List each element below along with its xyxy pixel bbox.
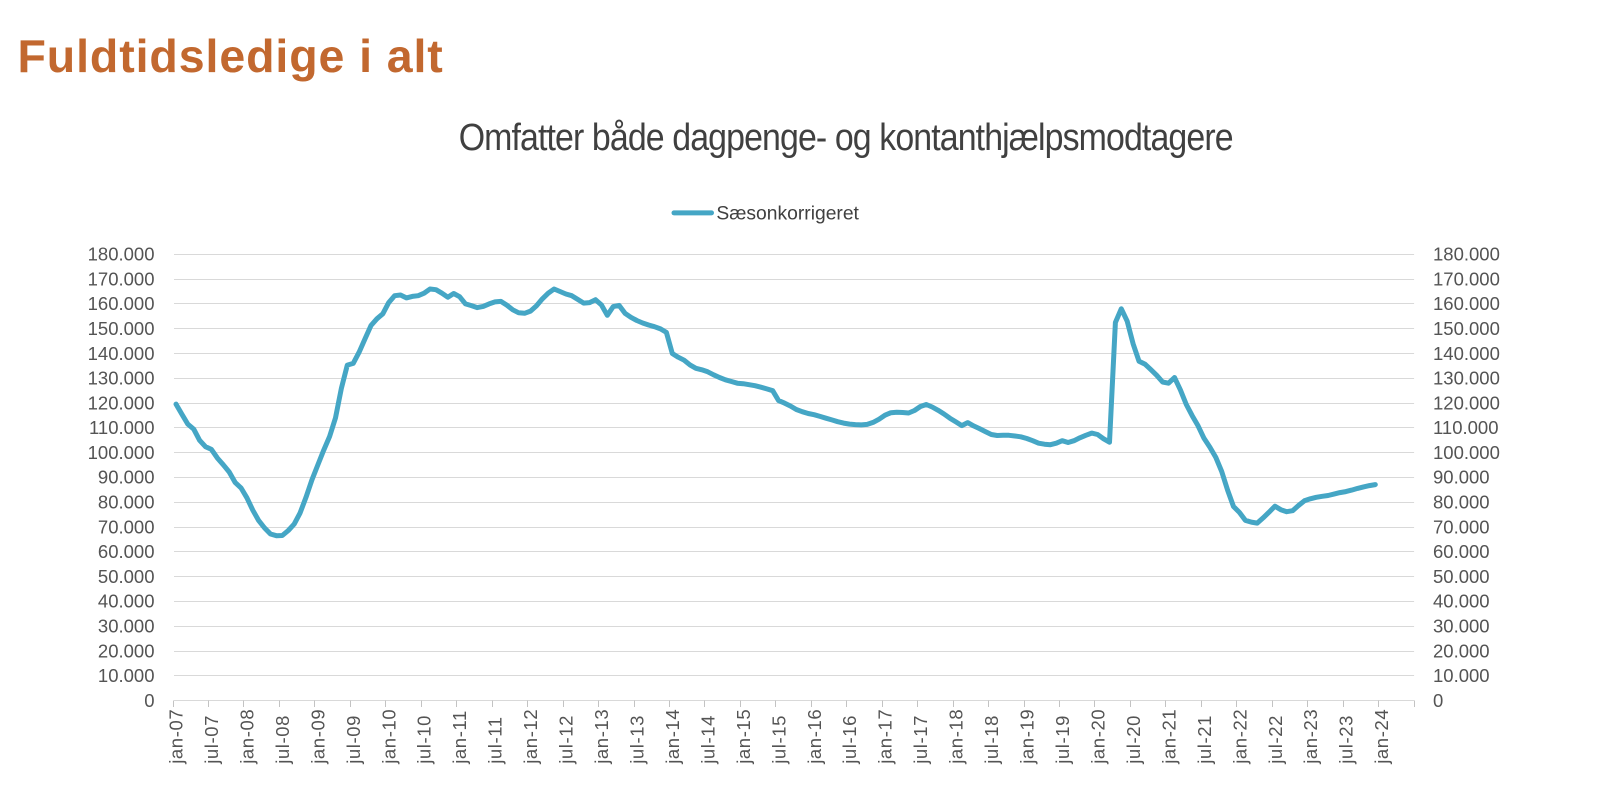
svg-text:90.000: 90.000: [98, 467, 155, 488]
svg-text:40.000: 40.000: [1433, 591, 1490, 612]
svg-text:jan-19: jan-19: [1017, 709, 1038, 765]
svg-text:jan-15: jan-15: [733, 709, 754, 765]
svg-text:170.000: 170.000: [88, 268, 155, 289]
svg-text:Fuldtidsledige i alt: Fuldtidsledige i alt: [18, 30, 444, 82]
svg-text:jul-22: jul-22: [1265, 715, 1286, 765]
svg-text:80.000: 80.000: [98, 492, 155, 513]
svg-text:jul-09: jul-09: [343, 715, 364, 765]
svg-text:10.000: 10.000: [98, 665, 155, 686]
svg-text:170.000: 170.000: [1433, 268, 1500, 289]
svg-text:jan-14: jan-14: [662, 709, 683, 765]
svg-text:jan-16: jan-16: [804, 709, 825, 765]
svg-text:30.000: 30.000: [1433, 616, 1490, 637]
svg-text:jan-23: jan-23: [1300, 709, 1321, 765]
svg-text:20.000: 20.000: [1433, 640, 1490, 661]
svg-text:jul-17: jul-17: [910, 715, 931, 765]
svg-text:0: 0: [1433, 690, 1443, 711]
svg-text:jul-13: jul-13: [627, 715, 648, 765]
svg-text:180.000: 180.000: [88, 244, 155, 265]
svg-text:jul-14: jul-14: [697, 715, 718, 765]
svg-text:jul-21: jul-21: [1194, 715, 1215, 765]
svg-text:jan-20: jan-20: [1088, 709, 1109, 765]
svg-text:70.000: 70.000: [98, 516, 155, 537]
svg-text:80.000: 80.000: [1433, 492, 1490, 513]
svg-text:100.000: 100.000: [1433, 442, 1500, 463]
svg-text:jul-10: jul-10: [414, 715, 435, 765]
svg-text:10.000: 10.000: [1433, 665, 1490, 686]
svg-text:110.000: 110.000: [89, 417, 155, 438]
svg-text:110.000: 110.000: [1433, 417, 1499, 438]
svg-text:90.000: 90.000: [1433, 467, 1490, 488]
svg-text:40.000: 40.000: [98, 591, 155, 612]
svg-text:jan-11: jan-11: [449, 710, 470, 765]
svg-text:jan-08: jan-08: [236, 709, 257, 765]
svg-text:120.000: 120.000: [1433, 392, 1500, 413]
svg-text:20.000: 20.000: [98, 640, 155, 661]
svg-text:jul-18: jul-18: [981, 715, 1002, 765]
svg-text:jan-10: jan-10: [378, 709, 399, 765]
svg-text:60.000: 60.000: [1433, 541, 1490, 562]
svg-text:Sæsonkorrigeret: Sæsonkorrigeret: [716, 203, 859, 224]
svg-text:jul-20: jul-20: [1123, 715, 1144, 765]
svg-text:130.000: 130.000: [88, 368, 155, 389]
svg-text:160.000: 160.000: [1433, 293, 1500, 314]
svg-text:70.000: 70.000: [1433, 516, 1490, 537]
svg-text:jul-16: jul-16: [839, 715, 860, 765]
svg-text:160.000: 160.000: [88, 293, 155, 314]
svg-text:jul-12: jul-12: [556, 715, 577, 765]
svg-text:100.000: 100.000: [88, 442, 155, 463]
svg-text:jan-24: jan-24: [1371, 709, 1392, 765]
svg-text:jan-07: jan-07: [166, 709, 187, 765]
svg-text:jan-12: jan-12: [520, 709, 541, 765]
svg-text:jul-11: jul-11: [485, 716, 506, 764]
svg-text:140.000: 140.000: [1433, 343, 1500, 364]
svg-text:150.000: 150.000: [88, 318, 155, 339]
svg-text:jan-17: jan-17: [875, 709, 896, 765]
svg-text:140.000: 140.000: [88, 343, 155, 364]
svg-text:jan-09: jan-09: [307, 709, 328, 765]
svg-text:30.000: 30.000: [98, 616, 155, 637]
svg-text:jan-22: jan-22: [1229, 709, 1250, 765]
svg-text:50.000: 50.000: [1433, 566, 1490, 587]
svg-text:jan-21: jan-21: [1158, 709, 1179, 765]
svg-text:60.000: 60.000: [98, 541, 155, 562]
svg-text:jul-07: jul-07: [201, 715, 222, 765]
svg-text:130.000: 130.000: [1433, 368, 1500, 389]
svg-text:jul-23: jul-23: [1336, 715, 1357, 765]
svg-text:0: 0: [144, 690, 154, 711]
svg-text:120.000: 120.000: [88, 392, 155, 413]
svg-text:180.000: 180.000: [1433, 244, 1500, 265]
svg-text:150.000: 150.000: [1433, 318, 1500, 339]
svg-text:jul-08: jul-08: [272, 715, 293, 765]
svg-text:jul-15: jul-15: [768, 715, 789, 765]
svg-text:jul-19: jul-19: [1052, 715, 1073, 765]
svg-text:jan-13: jan-13: [591, 709, 612, 765]
svg-text:Omfatter både dagpenge- og kon: Omfatter både dagpenge- og kontanthjælps…: [459, 115, 1233, 158]
svg-text:jan-18: jan-18: [946, 709, 967, 765]
svg-text:50.000: 50.000: [98, 566, 155, 587]
